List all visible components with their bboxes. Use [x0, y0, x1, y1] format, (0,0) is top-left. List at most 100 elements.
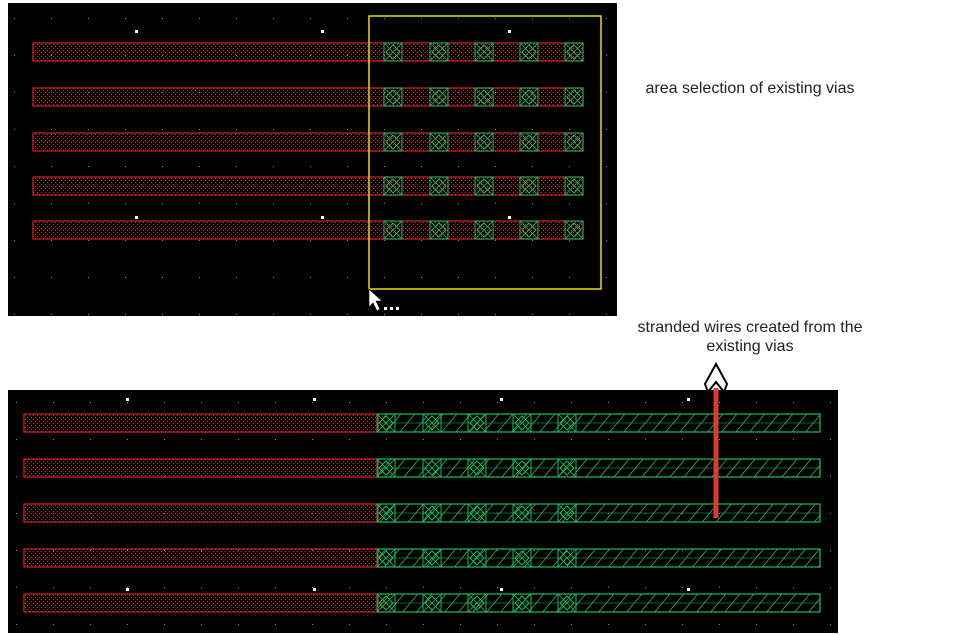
via-icon[interactable]	[519, 87, 539, 107]
grid-dot	[349, 439, 350, 440]
grid-dot	[51, 18, 52, 19]
grid-dot	[830, 476, 831, 477]
grid-dot	[460, 587, 461, 588]
metal-wire[interactable]	[32, 42, 584, 62]
metal-wire[interactable]	[32, 87, 584, 107]
via-icon[interactable]	[422, 458, 442, 478]
via-icon[interactable]	[557, 548, 577, 568]
stranded-wire[interactable]	[23, 503, 821, 523]
via-icon[interactable]	[557, 458, 577, 478]
grid-dot	[421, 166, 422, 167]
via-icon[interactable]	[512, 548, 532, 568]
via-icon[interactable]	[467, 458, 487, 478]
via-icon[interactable]	[519, 176, 539, 196]
via-icon[interactable]	[557, 593, 577, 613]
grid-marker	[687, 588, 690, 591]
grid-dot	[199, 277, 200, 278]
via-icon[interactable]	[429, 87, 449, 107]
via-icon[interactable]	[467, 593, 487, 613]
via-icon[interactable]	[512, 458, 532, 478]
grid-dot	[16, 439, 17, 440]
via-icon[interactable]	[557, 413, 577, 433]
via-icon[interactable]	[564, 220, 584, 240]
grid-dot	[275, 624, 276, 625]
via-icon[interactable]	[467, 548, 487, 568]
grid-dot	[532, 18, 533, 19]
grid-dot	[125, 166, 126, 167]
via-icon[interactable]	[383, 87, 403, 107]
via-icon[interactable]	[519, 132, 539, 152]
grid-dot	[127, 439, 128, 440]
stranded-wire[interactable]	[23, 413, 821, 433]
via-icon[interactable]	[474, 87, 494, 107]
grid-dot	[830, 402, 831, 403]
stranded-wire[interactable]	[23, 548, 821, 568]
grid-dot	[645, 402, 646, 403]
layout-view-before[interactable]	[8, 3, 617, 316]
metal-wire[interactable]	[32, 132, 584, 152]
via-icon[interactable]	[429, 176, 449, 196]
grid-dot	[608, 402, 609, 403]
grid-dot	[569, 240, 570, 241]
grid-dot	[199, 18, 200, 19]
grid-dot	[384, 277, 385, 278]
via-icon[interactable]	[474, 132, 494, 152]
via-icon[interactable]	[512, 593, 532, 613]
grid-dot	[384, 18, 385, 19]
via-icon[interactable]	[467, 503, 487, 523]
layout-canvas-before[interactable]	[8, 3, 617, 316]
via-icon[interactable]	[429, 42, 449, 62]
via-icon[interactable]	[557, 503, 577, 523]
grid-dot	[53, 587, 54, 588]
via-icon[interactable]	[512, 413, 532, 433]
via-icon[interactable]	[519, 220, 539, 240]
via-icon[interactable]	[519, 42, 539, 62]
via-icon[interactable]	[429, 132, 449, 152]
grid-dot	[386, 439, 387, 440]
via-icon[interactable]	[376, 503, 396, 523]
via-icon[interactable]	[376, 413, 396, 433]
layout-canvas-after[interactable]	[8, 390, 838, 633]
via-icon[interactable]	[383, 42, 403, 62]
grid-dot	[349, 402, 350, 403]
grid-dot	[125, 203, 126, 204]
metal-wire[interactable]	[32, 220, 584, 240]
grid-dot	[719, 587, 720, 588]
stranded-wire[interactable]	[23, 458, 821, 478]
via-icon[interactable]	[474, 220, 494, 240]
via-icon[interactable]	[376, 548, 396, 568]
via-icon[interactable]	[467, 413, 487, 433]
via-icon[interactable]	[564, 42, 584, 62]
grid-dot	[460, 624, 461, 625]
via-icon[interactable]	[564, 132, 584, 152]
grid-dot	[386, 587, 387, 588]
stranded-wire[interactable]	[23, 593, 821, 613]
via-icon[interactable]	[422, 503, 442, 523]
grid-dot	[532, 314, 533, 315]
via-icon[interactable]	[383, 176, 403, 196]
grid-dot	[682, 402, 683, 403]
metal-wire[interactable]	[32, 176, 584, 196]
via-icon[interactable]	[376, 458, 396, 478]
grid-dot	[349, 587, 350, 588]
grid-dot	[51, 203, 52, 204]
grid-dot	[458, 166, 459, 167]
via-icon[interactable]	[512, 503, 532, 523]
layout-view-after[interactable]	[8, 390, 838, 633]
via-icon[interactable]	[422, 548, 442, 568]
via-icon[interactable]	[564, 87, 584, 107]
via-icon[interactable]	[474, 42, 494, 62]
via-icon[interactable]	[474, 176, 494, 196]
via-icon[interactable]	[422, 413, 442, 433]
selection-box[interactable]	[368, 15, 602, 290]
via-icon[interactable]	[376, 593, 396, 613]
grid-dot	[645, 439, 646, 440]
via-icon[interactable]	[564, 176, 584, 196]
grid-dot	[460, 402, 461, 403]
grid-dot	[608, 439, 609, 440]
via-icon[interactable]	[422, 593, 442, 613]
via-icon[interactable]	[429, 220, 449, 240]
via-icon[interactable]	[383, 220, 403, 240]
grid-dot	[608, 587, 609, 588]
via-icon[interactable]	[383, 132, 403, 152]
